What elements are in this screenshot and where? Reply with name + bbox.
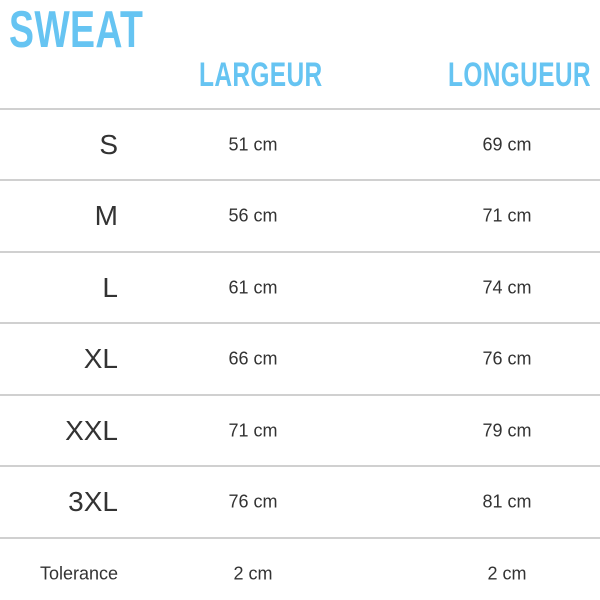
chart-title: SWEAT <box>9 1 144 59</box>
longueur-value: 2 cm <box>487 563 527 583</box>
largeur-value: 2 cm <box>233 563 273 583</box>
largeur-value: 56 cm <box>228 205 278 225</box>
size-label: XXL <box>65 414 118 446</box>
table-row: L 61 cm 74 cm <box>0 252 600 323</box>
largeur-value: 51 cm <box>228 134 278 154</box>
row-divider <box>0 537 600 539</box>
longueur-value: 69 cm <box>482 134 532 154</box>
table-row: 3XL 76 cm 81 cm <box>0 466 600 537</box>
table-row: XL 66 cm 76 cm <box>0 323 600 394</box>
row-divider <box>0 251 600 253</box>
table-row: XXL 71 cm 79 cm <box>0 395 600 466</box>
largeur-value: 61 cm <box>228 277 278 297</box>
size-label: XL <box>83 342 118 374</box>
row-divider <box>0 394 600 396</box>
size-label: 3XL <box>68 485 118 517</box>
row-divider <box>0 108 600 110</box>
column-header-longueur: LONGUEUR <box>448 56 591 94</box>
row-divider <box>0 465 600 467</box>
column-header-largeur: LARGEUR <box>199 56 323 94</box>
size-label: Tolerance <box>39 563 118 583</box>
longueur-value: 71 cm <box>482 205 532 225</box>
largeur-value: 71 cm <box>228 420 278 440</box>
longueur-value: 79 cm <box>482 420 532 440</box>
table-row: Tolerance 2 cm 2 cm <box>0 538 600 600</box>
table-row: M 56 cm 71 cm <box>0 180 600 251</box>
largeur-value: 76 cm <box>228 491 278 511</box>
table-row: S 51 cm 69 cm <box>0 109 600 180</box>
largeur-value: 66 cm <box>228 348 278 368</box>
longueur-value: 81 cm <box>482 491 532 511</box>
row-divider <box>0 179 600 181</box>
longueur-value: 76 cm <box>482 348 532 368</box>
row-divider <box>0 322 600 324</box>
size-label: L <box>102 271 118 303</box>
size-label: M <box>94 199 118 231</box>
longueur-value: 74 cm <box>482 277 532 297</box>
size-label: S <box>99 128 118 160</box>
